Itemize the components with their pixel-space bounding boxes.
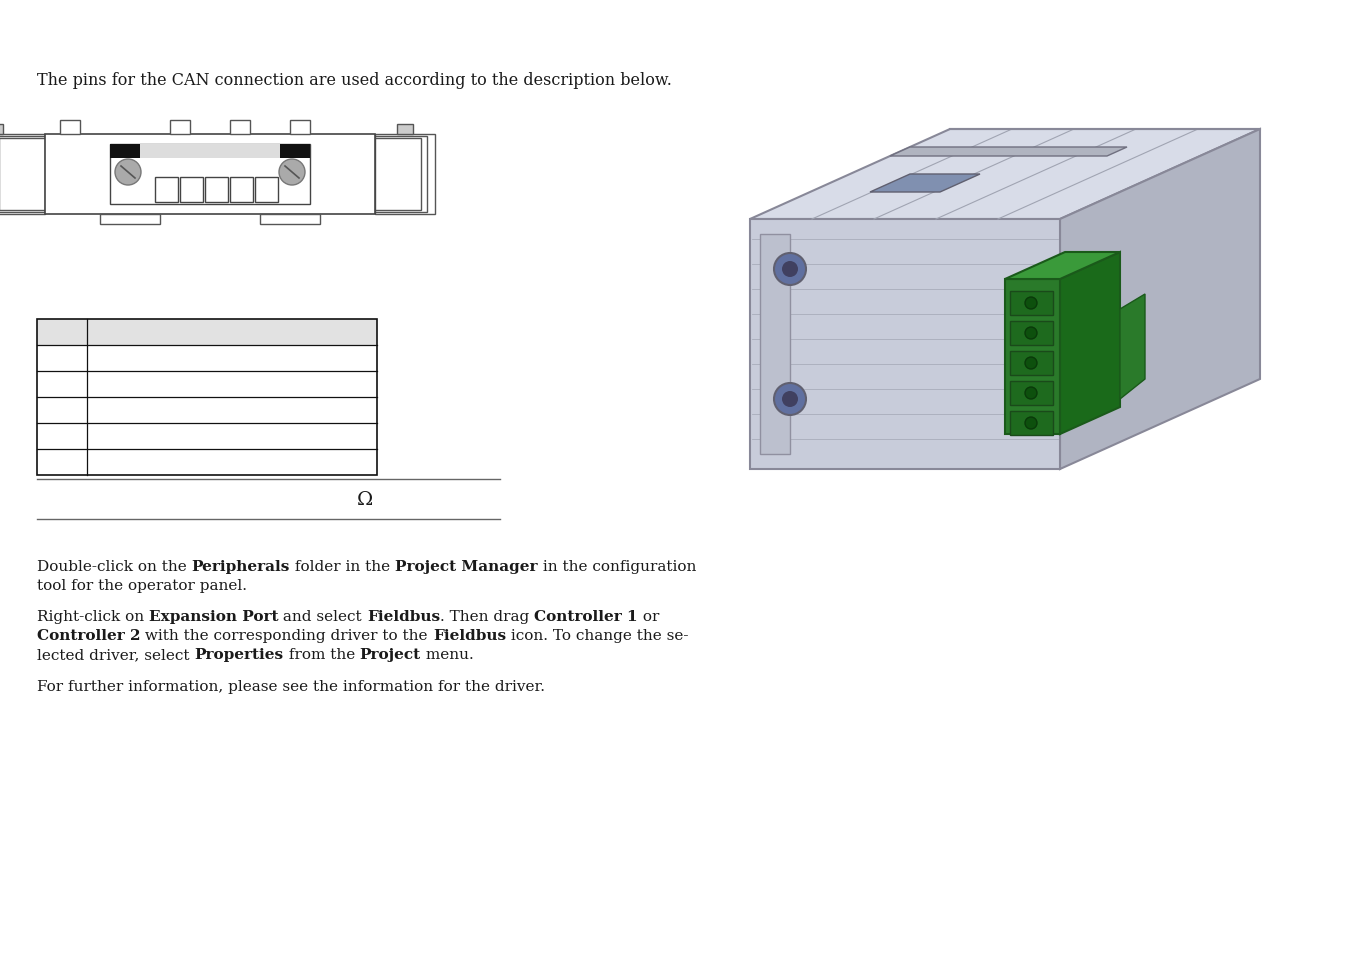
- Text: with the corresponding driver to the: with the corresponding driver to the: [141, 628, 432, 642]
- Circle shape: [280, 160, 305, 186]
- Text: tool for the operator panel.: tool for the operator panel.: [36, 578, 247, 593]
- Text: Project Manager: Project Manager: [394, 559, 538, 574]
- Bar: [205, 178, 228, 203]
- Circle shape: [115, 160, 141, 186]
- Bar: [109, 145, 141, 159]
- Circle shape: [1025, 417, 1038, 430]
- Bar: [280, 145, 309, 159]
- Circle shape: [1025, 357, 1038, 370]
- Polygon shape: [1061, 130, 1260, 470]
- Text: and select: and select: [278, 609, 367, 623]
- Bar: [0, 137, 45, 213]
- Bar: [230, 178, 253, 203]
- Bar: [36, 319, 377, 476]
- Text: in the configuration: in the configuration: [538, 559, 696, 574]
- Bar: [1011, 412, 1052, 436]
- Polygon shape: [750, 130, 1260, 220]
- Circle shape: [782, 392, 798, 408]
- Bar: [761, 234, 790, 455]
- Bar: [36, 397, 377, 423]
- Bar: [376, 139, 422, 211]
- Bar: [141, 145, 280, 159]
- Text: folder in the: folder in the: [290, 559, 394, 574]
- Bar: [59, 121, 80, 135]
- Bar: [1005, 280, 1061, 435]
- Bar: [36, 319, 377, 346]
- Bar: [170, 121, 190, 135]
- Bar: [155, 178, 178, 203]
- Text: For further information, please see the information for the driver.: For further information, please see the …: [36, 679, 544, 693]
- Bar: [0, 139, 45, 211]
- Bar: [36, 372, 377, 397]
- Text: Controller 2: Controller 2: [36, 628, 141, 642]
- Bar: [259, 214, 320, 225]
- Bar: [109, 145, 309, 205]
- Bar: [36, 346, 377, 372]
- Text: Project: Project: [359, 647, 420, 661]
- Bar: [376, 135, 435, 214]
- Bar: [1011, 292, 1052, 315]
- Circle shape: [1025, 297, 1038, 310]
- Bar: [290, 121, 309, 135]
- Bar: [376, 137, 427, 213]
- Bar: [255, 178, 278, 203]
- Text: icon. To change the se-: icon. To change the se-: [507, 628, 689, 642]
- Bar: [230, 121, 250, 135]
- Bar: [1011, 322, 1052, 346]
- Polygon shape: [870, 174, 979, 193]
- Text: Double-click on the: Double-click on the: [36, 559, 192, 574]
- Polygon shape: [1120, 294, 1146, 399]
- Text: Ω: Ω: [357, 491, 373, 509]
- Bar: [36, 450, 377, 476]
- Bar: [100, 214, 159, 225]
- Text: Fieldbus: Fieldbus: [432, 628, 507, 642]
- Circle shape: [1025, 328, 1038, 339]
- Text: menu.: menu.: [420, 647, 473, 661]
- Bar: [0, 125, 3, 135]
- Text: or: or: [638, 609, 659, 623]
- Text: Expansion Port: Expansion Port: [149, 609, 278, 623]
- Text: Controller 1: Controller 1: [534, 609, 638, 623]
- Text: Properties: Properties: [195, 647, 284, 661]
- Text: Fieldbus: Fieldbus: [367, 609, 440, 623]
- Text: The pins for the CAN connection are used according to the description below.: The pins for the CAN connection are used…: [36, 71, 671, 89]
- Bar: [36, 423, 377, 450]
- Bar: [180, 178, 203, 203]
- Polygon shape: [1061, 253, 1120, 435]
- Bar: [1011, 381, 1052, 406]
- Circle shape: [1025, 388, 1038, 399]
- Circle shape: [782, 262, 798, 277]
- Bar: [397, 125, 413, 135]
- Polygon shape: [1005, 253, 1120, 280]
- Bar: [1011, 352, 1052, 375]
- Circle shape: [774, 253, 807, 286]
- Text: lected driver, select: lected driver, select: [36, 647, 195, 661]
- Text: . Then drag: . Then drag: [440, 609, 534, 623]
- Bar: [45, 135, 376, 214]
- Text: from the: from the: [284, 647, 359, 661]
- Circle shape: [774, 384, 807, 416]
- Polygon shape: [890, 148, 1127, 157]
- Text: Right-click on: Right-click on: [36, 609, 149, 623]
- Text: Peripherals: Peripherals: [192, 559, 290, 574]
- Bar: [0, 135, 45, 214]
- Polygon shape: [750, 220, 1061, 470]
